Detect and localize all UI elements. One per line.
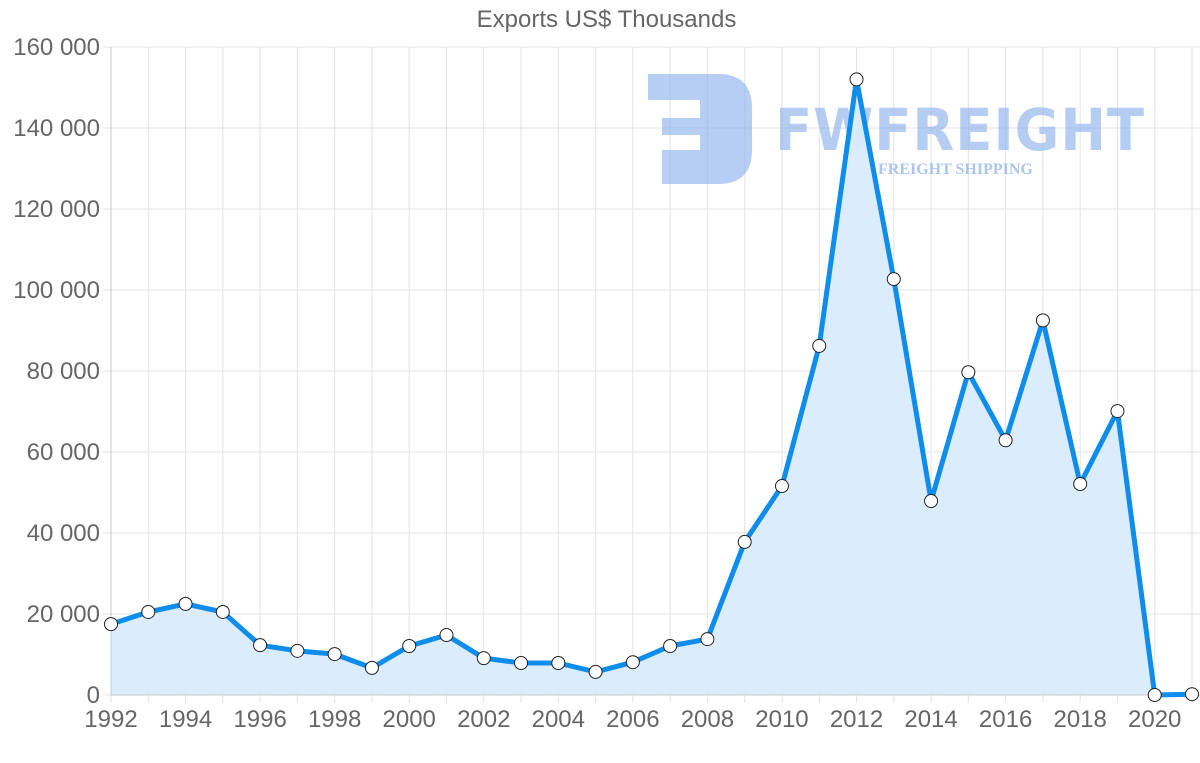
data-point[interactable]	[812, 338, 827, 353]
y-tick-label: 40 000	[27, 520, 100, 547]
x-tick-label: 2012	[830, 706, 883, 733]
x-tick-label: 1998	[308, 706, 361, 733]
y-tick-label: 80 000	[27, 358, 100, 385]
data-point[interactable]	[178, 596, 193, 611]
y-axis-ticks: 0 20 000 40 000 60 000 80 000 100 000 120 000 1…	[13, 34, 100, 709]
data-point[interactable]	[886, 272, 901, 287]
y-tick-label: 100 000	[13, 277, 100, 304]
x-tick-label: 2002	[457, 706, 510, 733]
x-tick-label: 2006	[606, 706, 659, 733]
data-point[interactable]	[215, 604, 230, 619]
data-point[interactable]	[924, 494, 939, 509]
y-tick-label: 0	[87, 682, 100, 709]
x-tick-label: 2010	[755, 706, 808, 733]
data-point[interactable]	[141, 604, 156, 619]
y-tick-label: 60 000	[27, 439, 100, 466]
data-point[interactable]	[1147, 688, 1162, 702]
data-point[interactable]	[439, 628, 454, 643]
data-point[interactable]	[663, 638, 678, 653]
x-tick-label: 2014	[904, 706, 957, 733]
data-point[interactable]	[774, 479, 789, 494]
x-tick-label: 1992	[84, 706, 137, 733]
y-tick-label: 160 000	[13, 34, 100, 61]
y-tick-label: 20 000	[27, 601, 100, 628]
x-tick-label: 2016	[979, 706, 1032, 733]
data-point[interactable]	[364, 660, 379, 675]
fw-logo-icon	[648, 74, 752, 184]
data-point[interactable]	[1110, 404, 1125, 419]
x-tick-label: 2018	[1053, 706, 1106, 733]
watermark-tagline: FREIGHT SHIPPING	[878, 161, 1033, 178]
data-point[interactable]	[998, 433, 1013, 448]
data-point[interactable]	[700, 632, 715, 647]
data-point[interactable]	[625, 655, 640, 670]
data-point[interactable]	[402, 638, 417, 653]
watermark-logo: FWFREIGHT FREIGHT SHIPPING	[648, 74, 1145, 184]
x-tick-label: 2000	[383, 706, 436, 733]
data-point[interactable]	[327, 647, 342, 662]
y-tick-label: 120 000	[13, 196, 100, 223]
data-point[interactable]	[588, 664, 603, 679]
data-point[interactable]	[1073, 476, 1088, 491]
data-point[interactable]	[253, 638, 268, 653]
x-tick-label: 2008	[681, 706, 734, 733]
watermark-brand: FWFREIGHT	[775, 96, 1145, 164]
data-point[interactable]	[104, 617, 118, 632]
data-points	[104, 72, 1199, 702]
data-point[interactable]	[961, 365, 976, 380]
data-point[interactable]	[290, 643, 305, 658]
axes	[110, 47, 1200, 696]
x-tick-label: 1994	[159, 706, 212, 733]
data-point[interactable]	[1035, 313, 1050, 328]
data-point[interactable]	[551, 656, 566, 671]
chart-title: Exports US$ Thousands	[476, 6, 737, 33]
x-tick-label: 1996	[233, 706, 286, 733]
area-fill	[111, 79, 1192, 695]
x-axis-ticks: 1992 1994 1996 1998 2000 2002 2004 2006 2008 2010…	[84, 706, 1181, 733]
x-tick-label: 2020	[1128, 706, 1181, 733]
x-tick-label: 2004	[532, 706, 585, 733]
y-tick-label: 140 000	[13, 115, 100, 142]
data-point[interactable]	[849, 72, 864, 87]
data-point[interactable]	[1185, 687, 1199, 702]
data-point[interactable]	[476, 651, 491, 666]
data-point[interactable]	[514, 656, 529, 671]
data-point[interactable]	[737, 534, 752, 549]
